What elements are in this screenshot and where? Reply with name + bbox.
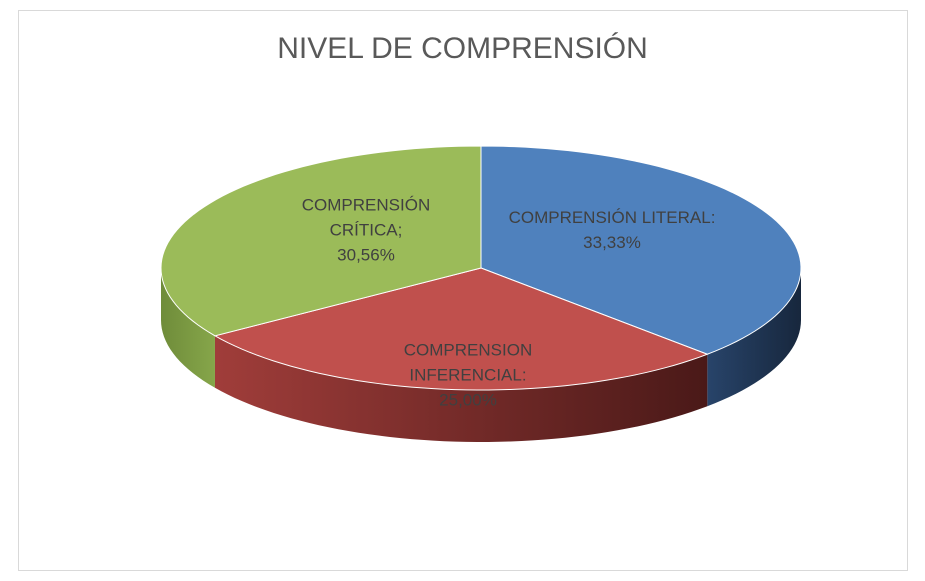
chart-border	[18, 10, 908, 571]
slice	[160, 145, 482, 337]
slice-side	[214, 335, 708, 442]
chart-title: NIVEL DE COMPRENSIÓN	[277, 32, 648, 65]
slice	[213, 267, 709, 391]
data-label: COMPRENSIÓN CRÍTICA; 30,56%	[286, 193, 446, 268]
data-label: COMPRENSION INFERENCIAL: 25,00%	[393, 338, 543, 413]
data-label: COMPRENSIÓN LITERAL: 33,33%	[482, 205, 742, 255]
category-label: COMPRENSIÓN CRÍTICA;	[301, 195, 431, 240]
value-label: 25,00%	[439, 390, 497, 410]
value-label: 30,56%	[337, 245, 395, 265]
category-label: COMPRENSION INFERENCIAL:	[403, 340, 533, 385]
slice	[480, 145, 802, 355]
slice-side	[161, 268, 215, 388]
value-label: 33,33%	[583, 233, 641, 252]
slice-side	[707, 268, 801, 407]
category-label: COMPRENSIÓN LITERAL:	[508, 208, 716, 227]
